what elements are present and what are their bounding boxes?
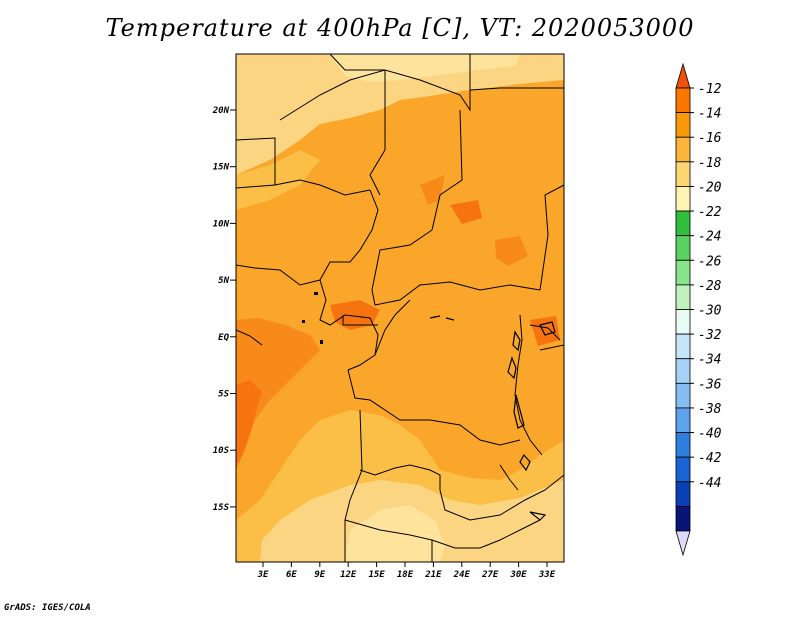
temperature-zone-south-lightest: [345, 505, 445, 562]
colorbar-top-arrow: [675, 62, 691, 89]
colorbar-swatch: [675, 333, 691, 360]
colorbar-label: -28: [698, 279, 722, 294]
country-borders: [236, 54, 564, 562]
colorbar-swatch: [675, 432, 691, 458]
colorbar-swatch: [675, 382, 691, 409]
colorbar-swatch: [675, 259, 691, 286]
colorbar-bottom-arrow: [675, 530, 691, 557]
temperature-zone-darker-west: [236, 380, 262, 465]
colorbar-swatch: [675, 284, 691, 310]
temperature-zone-dark-west: [236, 318, 320, 470]
longitude-tick-label: 33E: [538, 570, 556, 580]
longitude-axis: 3E 6E 9E 12E 15E 18E 21E 24E 27E 30E 33E: [257, 562, 556, 580]
latitude-tick-label: 10N: [213, 219, 230, 229]
colorbar-swatch: [675, 87, 691, 114]
map-field: [236, 54, 564, 562]
temperature-zone-dark-north-east: [420, 175, 445, 205]
colorbar-swatch: [675, 505, 691, 532]
colorbar-swatch: [675, 481, 691, 507]
colorbar-swatch: [675, 358, 691, 384]
coast-islands: [302, 292, 323, 344]
latitude-tick-label: 15S: [213, 503, 230, 513]
longitude-tick-label: 6E: [286, 570, 297, 580]
latitude-tick-label: 5N: [218, 276, 229, 286]
longitude-tick-label: 9E: [314, 570, 325, 580]
colorbar-swatch: [675, 186, 691, 212]
colorbar-label: -26: [698, 254, 722, 269]
colorbar-label: -32: [698, 328, 722, 343]
colorbar-swatch: [675, 235, 691, 261]
latitude-axis: 20N 15N 10N 5N EQ 5S 10S 15S: [212, 106, 236, 513]
colorbar-swatch: [675, 456, 691, 483]
colorbar-swatch: [675, 309, 691, 335]
temperature-zone-core: [236, 108, 564, 520]
colorbar-label: -16: [698, 131, 722, 146]
lakes: [429, 315, 556, 521]
latitude-tick-label: 15N: [213, 163, 230, 173]
colorbar-swatch: [675, 210, 691, 237]
temperature-zone-north-light: [236, 54, 564, 175]
longitude-tick-label: 24E: [453, 570, 471, 580]
colorbar-swatch: [675, 112, 691, 138]
grads-credit: GrADS: IGES/COLA: [4, 603, 91, 613]
colorbar-label: -38: [698, 402, 722, 417]
longitude-tick-label: 18E: [397, 570, 414, 580]
latitude-tick-label: 5S: [218, 390, 229, 400]
colorbar-label: -44: [698, 476, 721, 491]
colorbar-label: -12: [698, 82, 722, 97]
colorbar-label: -42: [698, 451, 722, 466]
latitude-tick-label: 20N: [212, 106, 230, 116]
colorbar-label: -30: [698, 304, 722, 319]
colorbar: -12 -14 -16 -18 -20 -22 -24 -26 -28 -30 -32 -34 -36 -…: [675, 62, 722, 557]
temperature-zone-northwest: [236, 150, 320, 210]
temperature-zone-dark-sudan: [450, 200, 482, 224]
temperature-zone-dark-east: [495, 236, 528, 266]
longitude-tick-label: 15E: [368, 570, 385, 580]
colorbar-label: -20: [698, 180, 722, 195]
colorbar-label: -14: [698, 107, 721, 122]
longitude-tick-label: 3E: [257, 570, 269, 580]
longitude-tick-label: 27E: [481, 570, 499, 580]
map-title: Temperature at 400hPa [C], VT: 202005300…: [105, 14, 695, 42]
colorbar-label: -34: [698, 353, 721, 368]
map-frame: [235, 53, 565, 563]
longitude-tick-label: 12E: [340, 570, 357, 580]
temperature-zone-north-lightest: [330, 54, 520, 82]
latitude-tick-label: 10S: [213, 446, 230, 456]
longitude-tick-label: 21E: [424, 570, 442, 580]
colorbar-swatch: [675, 407, 691, 433]
colorbar-swatch: [675, 136, 691, 163]
colorbar-label: -18: [698, 156, 722, 171]
longitude-tick-label: 30E: [509, 570, 527, 580]
colorbar-label: -22: [698, 205, 722, 220]
colorbar-label: -36: [698, 377, 722, 392]
colorbar-swatch: [675, 161, 691, 187]
colorbar-label: -40: [698, 427, 722, 442]
latitude-tick-label: EQ: [218, 333, 229, 343]
colorbar-label: -24: [698, 230, 721, 245]
